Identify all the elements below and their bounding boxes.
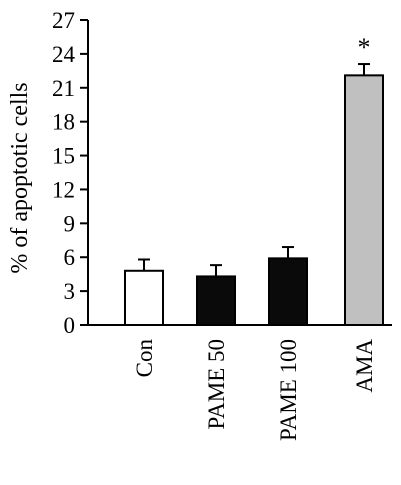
bars <box>124 63 384 327</box>
y-tick-label: 21 <box>52 76 75 101</box>
bar <box>196 275 236 327</box>
x-tick-label: AMA <box>352 339 377 393</box>
y-tick-label: 6 <box>64 245 76 270</box>
y-tick-label: 0 <box>64 313 76 338</box>
y-tick-label: 15 <box>52 144 75 169</box>
y-tick-label: 24 <box>52 42 76 67</box>
y-axis-label: % of apoptotic cells <box>7 82 33 273</box>
x-axis: Con PAME 50 PAME 100 AMA <box>88 324 392 441</box>
y-tick-label: 9 <box>64 211 76 236</box>
bar <box>124 269 164 326</box>
x-tick-label: Con <box>132 339 157 378</box>
bar <box>344 74 384 326</box>
significance-marker: * <box>358 33 371 62</box>
y-tick-label: 27 <box>52 8 75 33</box>
y-tick-label: 3 <box>64 279 76 304</box>
x-tick-label: PAME 50 <box>204 339 229 430</box>
y-tick-label: 18 <box>52 110 75 135</box>
y-axis: 0 3 6 9 12 15 18 21 24 27 <box>52 8 89 338</box>
y-tick-label: 12 <box>52 177 75 202</box>
x-tick-label: PAME 100 <box>276 339 301 441</box>
annotations: * <box>358 33 371 62</box>
bar <box>268 257 308 326</box>
